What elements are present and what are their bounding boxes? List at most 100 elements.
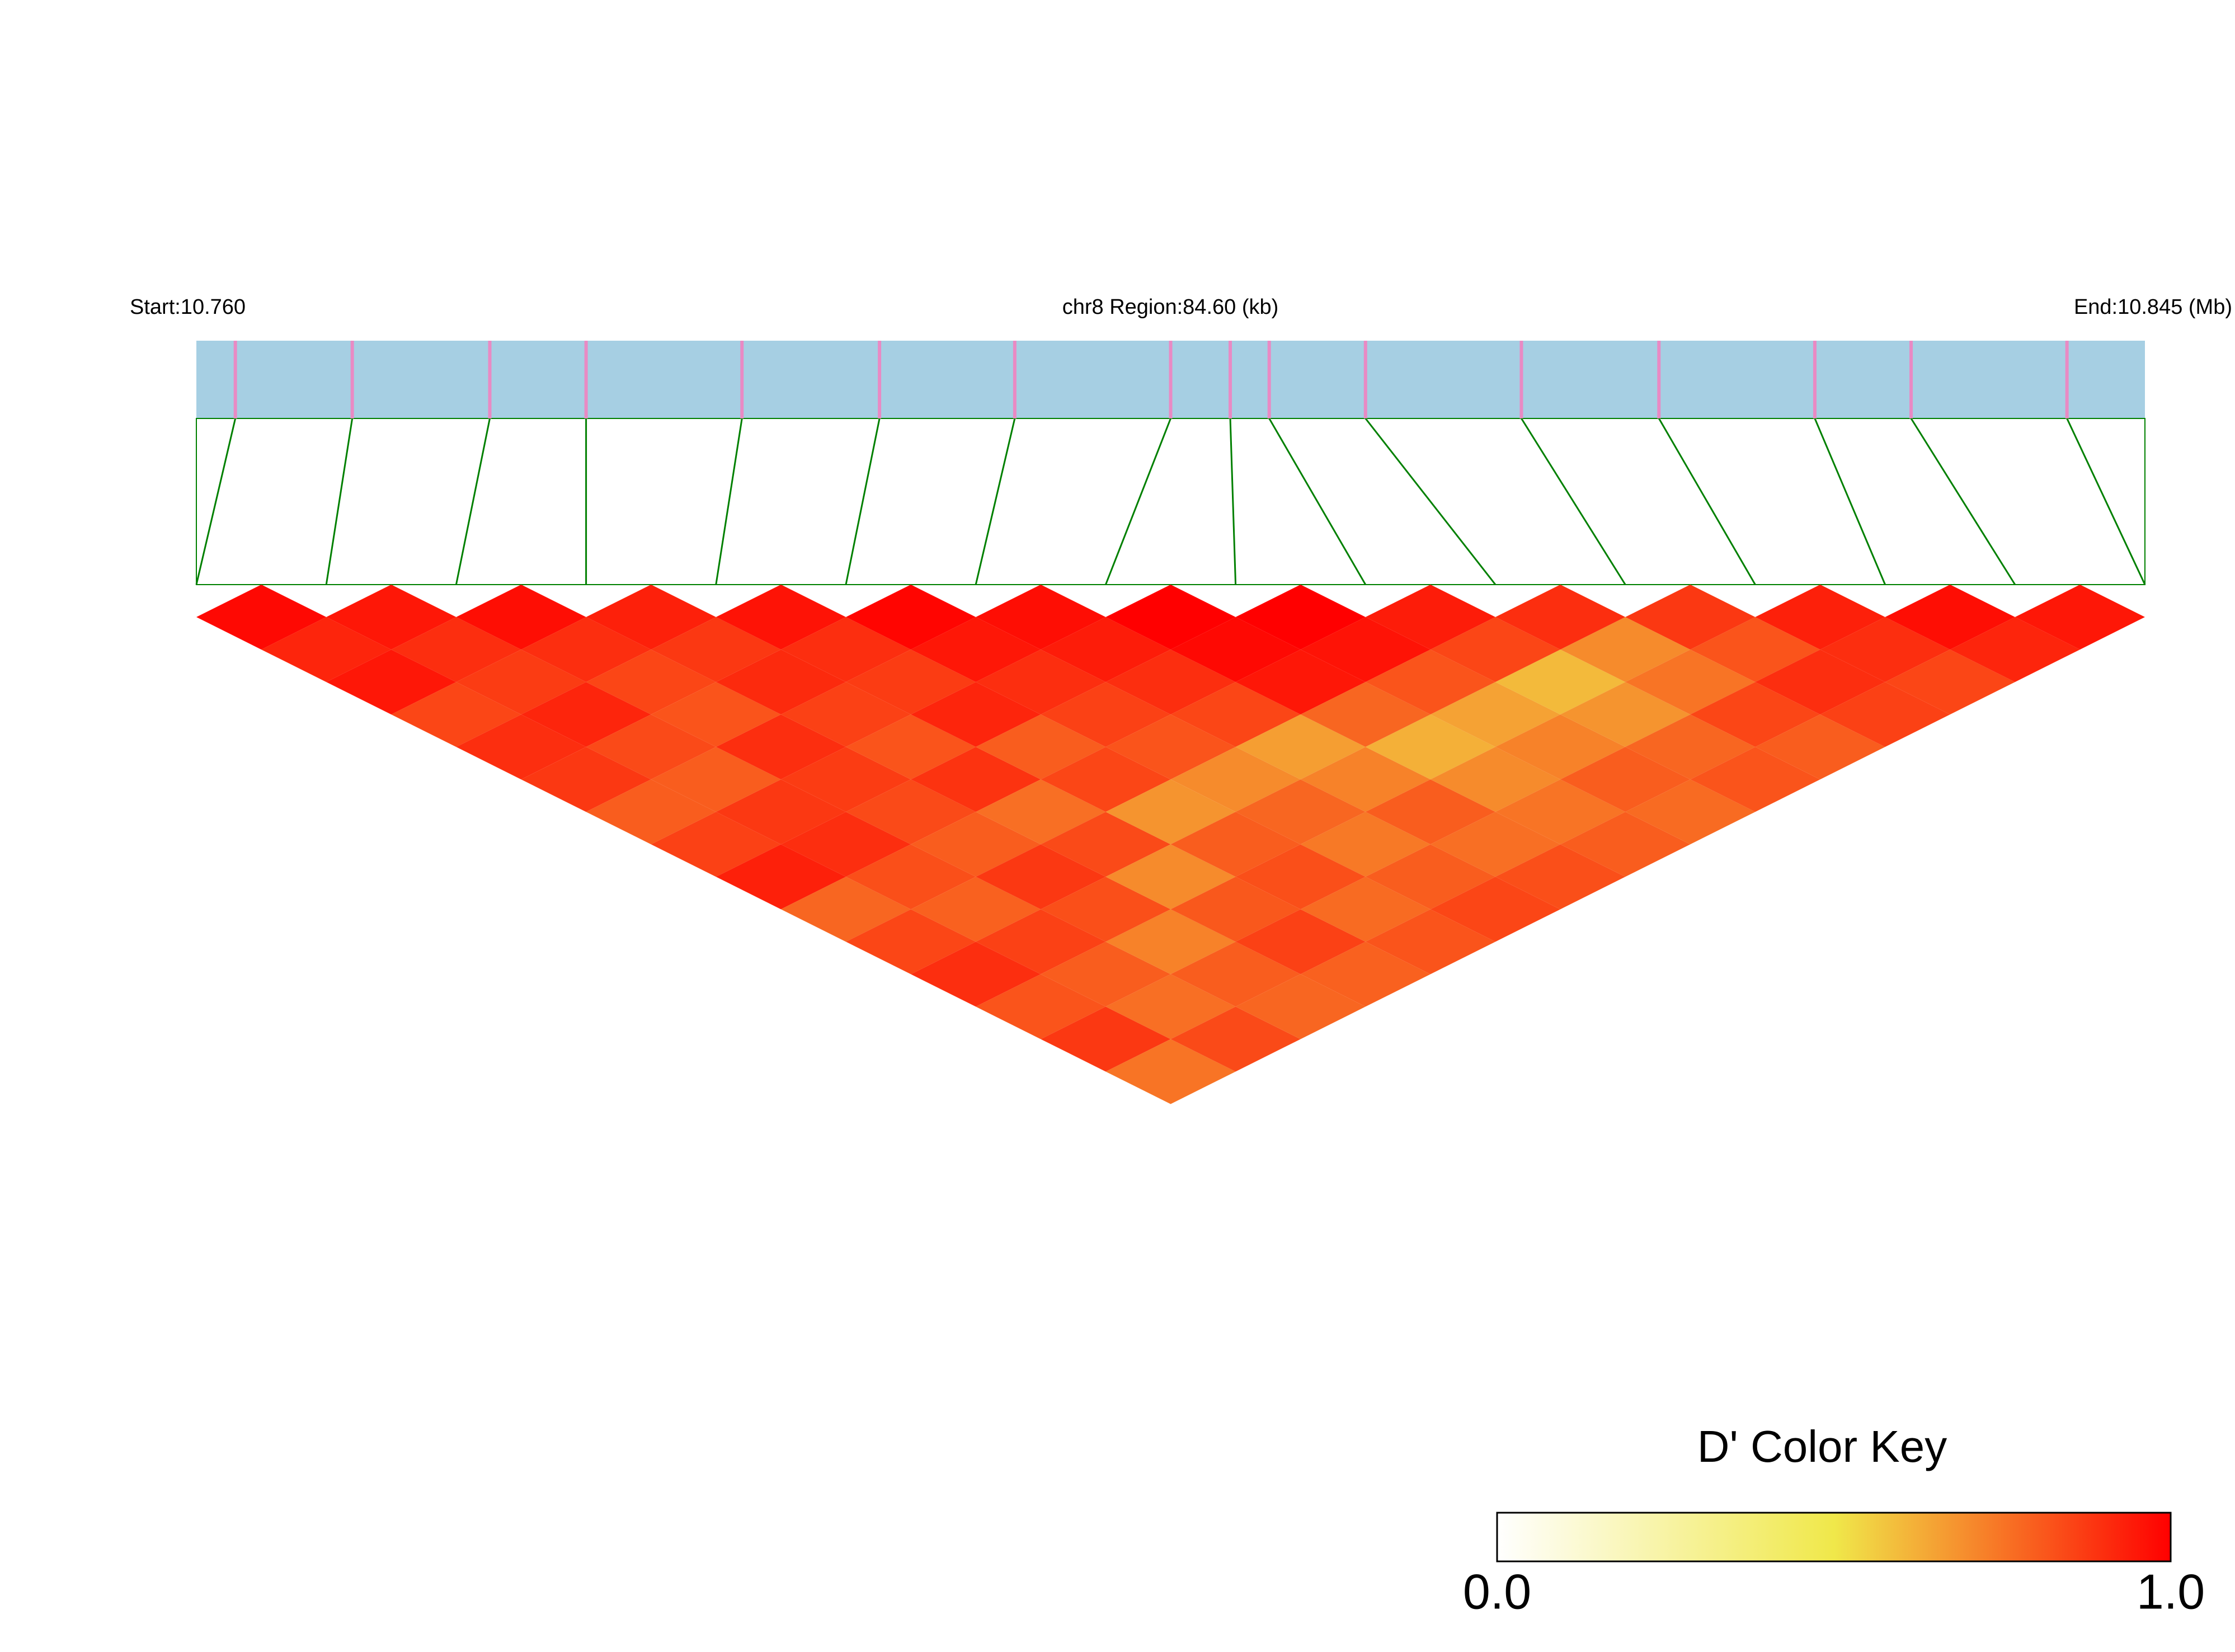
ld-cell — [1105, 585, 1236, 650]
ld-cell — [1235, 909, 1366, 975]
ld-cell — [326, 585, 457, 650]
ld-cell — [911, 877, 1041, 942]
ld-cell — [1105, 974, 1236, 1039]
ld-cell — [326, 649, 457, 715]
ld-cell — [1041, 747, 1171, 812]
color-key — [1496, 1512, 2172, 1562]
ld-cell — [1560, 682, 1691, 747]
snp-connector — [715, 418, 743, 585]
snp-connector — [975, 418, 1016, 585]
ld-cell — [1365, 909, 1495, 975]
ld-cell — [1041, 682, 1171, 747]
ld-cell — [976, 585, 1106, 650]
ld-cell — [651, 812, 781, 877]
ld-cell — [1430, 877, 1561, 942]
ld-cell — [1300, 617, 1431, 683]
ld-cell — [780, 812, 911, 877]
ld-cell — [1041, 617, 1171, 683]
key-tick-label: 1.0 — [2137, 1564, 2205, 1619]
ld-cell — [586, 585, 716, 650]
ld-cell — [1820, 617, 1950, 683]
end-label: End:10.845 (Mb) — [2074, 295, 2232, 319]
snp-connector — [1658, 418, 1756, 585]
ld-cell — [976, 844, 1106, 910]
ld-cell — [391, 617, 521, 683]
ld-cell — [1105, 844, 1236, 910]
region-label: chr8 Region:84.60 (kb) — [1062, 295, 1279, 319]
snp-connector — [2066, 418, 2146, 585]
ld-cell — [1820, 682, 1950, 747]
ld-cell — [911, 747, 1041, 812]
ld-cell — [1495, 779, 1626, 845]
ld-cell — [716, 714, 846, 780]
ld-cell — [456, 649, 586, 715]
ld-cell — [976, 714, 1106, 780]
ld-cell — [1495, 844, 1626, 910]
ld-cell — [911, 942, 1041, 1007]
key-tick-label: 0.0 — [1463, 1564, 1531, 1619]
ld-cell — [456, 714, 586, 780]
ld-cell — [1170, 812, 1301, 877]
ld-cell — [846, 844, 976, 910]
ld-cell — [1105, 1039, 1236, 1104]
snp-connector — [1364, 418, 1497, 585]
ld-cell — [1041, 812, 1171, 877]
ld-cell — [780, 617, 911, 683]
ld-cell — [1105, 714, 1236, 780]
ld-cell — [1170, 617, 1301, 683]
ld-cell — [1755, 649, 1885, 715]
snp-connector — [325, 418, 354, 585]
ld-cell — [1430, 747, 1561, 812]
ld-cell — [1430, 682, 1561, 747]
ld-cell — [846, 714, 976, 780]
ld-cell — [651, 617, 781, 683]
snp-connector — [195, 418, 237, 585]
ld-cell — [1170, 682, 1301, 747]
ld-cell — [716, 585, 846, 650]
ld-cell — [391, 682, 521, 747]
ld-cell — [716, 649, 846, 715]
snp-connector — [1229, 418, 1237, 585]
snp-connector — [1268, 418, 1367, 585]
ld-cell — [1560, 617, 1691, 683]
key-title: D' Color Key — [1697, 1422, 1947, 1471]
ld-cell — [1105, 649, 1236, 715]
ld-cell — [1690, 617, 1820, 683]
ld-cell — [261, 617, 392, 683]
ld-cell — [1755, 714, 1885, 780]
ld-cell — [651, 747, 781, 812]
ld-cell — [846, 909, 976, 975]
ld-cell — [1105, 909, 1236, 975]
snp-connector — [1521, 418, 1626, 585]
ld-cell — [780, 877, 911, 942]
ld-cell — [976, 974, 1106, 1039]
ld-cell — [1235, 974, 1366, 1039]
ld-cell — [1170, 747, 1301, 812]
ld-cell — [196, 585, 327, 650]
ld-cell — [521, 617, 651, 683]
ld-cell — [1625, 779, 1756, 845]
ld-cell — [976, 649, 1106, 715]
ld-cell — [521, 682, 651, 747]
ld-cell — [586, 714, 716, 780]
ld-cell — [911, 617, 1041, 683]
ld-cell — [1235, 844, 1366, 910]
ld-cell — [846, 649, 976, 715]
ld-cell — [780, 747, 911, 812]
ld-cell — [1300, 747, 1431, 812]
snp-connector — [455, 418, 491, 585]
ld-cell — [1300, 812, 1431, 877]
ld-cell — [1755, 585, 1885, 650]
ld-cell — [456, 585, 586, 650]
ld-cell — [1235, 585, 1366, 650]
ld-cell — [911, 682, 1041, 747]
ld-cell — [1950, 617, 2080, 683]
start-label: Start:10.760 — [130, 295, 246, 319]
ld-cell — [1365, 585, 1495, 650]
ld-cell — [1041, 877, 1171, 942]
ld-cell — [846, 585, 976, 650]
ld-cell — [1041, 1006, 1171, 1072]
ld-cell — [1041, 942, 1171, 1007]
